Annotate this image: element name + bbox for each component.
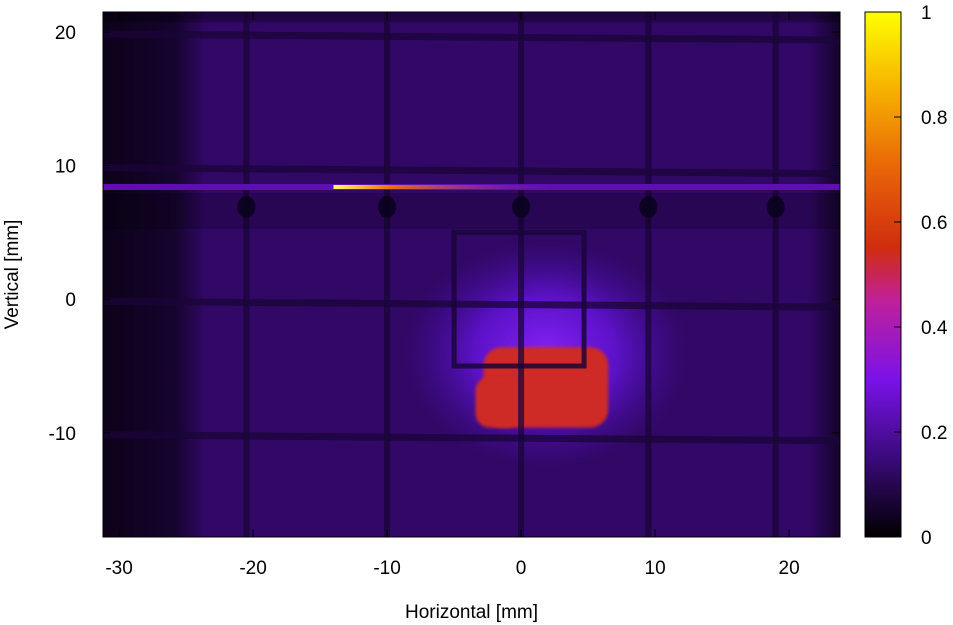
wire-junction — [766, 196, 785, 218]
y-tick-label: 10 — [55, 157, 76, 178]
wire-junction — [512, 196, 531, 218]
beam-spot-left-lobe — [475, 376, 522, 428]
hot-line-peak — [333, 185, 558, 189]
left-shadow — [103, 12, 207, 537]
wire-junction — [378, 196, 397, 218]
colorbar-tick-label: 0 — [921, 528, 932, 549]
y-tick-label: 20 — [55, 23, 76, 44]
grid-wire-horizontal — [103, 297, 840, 311]
plot-axes: -30 -20 -10 0 10 20 20 10 0 -10 — [49, 11, 841, 579]
y-tick-label: 0 — [65, 290, 76, 311]
x-tick-label: -20 — [239, 558, 266, 579]
colorbar-tick-label: 0.2 — [921, 423, 947, 444]
grid-wire-horizontal — [103, 30, 840, 44]
grid-wire-horizontal — [103, 164, 840, 178]
x-tick-label: 20 — [779, 558, 800, 579]
colorbar-tick-label: 0.6 — [921, 213, 947, 234]
window-frame — [451, 229, 587, 369]
shadow-band — [103, 193, 840, 229]
wire-junction — [237, 196, 256, 218]
plot-frame — [102, 11, 841, 538]
y-tick-label: -10 — [49, 424, 76, 445]
colorbar-tick-label: 0.4 — [921, 318, 948, 339]
x-tick-label: -30 — [105, 558, 132, 579]
grid-wire-horizontal — [103, 431, 840, 445]
colorbar-tick-label: 1 — [921, 3, 932, 24]
x-tick-label: 10 — [645, 558, 666, 579]
colorbar: 0 0.2 0.4 0.6 0.8 1 — [864, 3, 948, 549]
colorbar-gradient — [864, 11, 902, 538]
x-axis-label: Horizontal [mm] — [405, 602, 538, 623]
wire-junction — [639, 196, 658, 218]
right-shadow — [809, 12, 840, 537]
x-tick-label: 0 — [516, 558, 527, 579]
x-tick-label: -10 — [373, 558, 400, 579]
y-axis-label: Vertical [mm] — [2, 220, 23, 330]
heatmap-image — [103, 12, 840, 537]
top-shadow — [103, 12, 840, 22]
colorbar-tick-label: 0.8 — [921, 108, 947, 129]
